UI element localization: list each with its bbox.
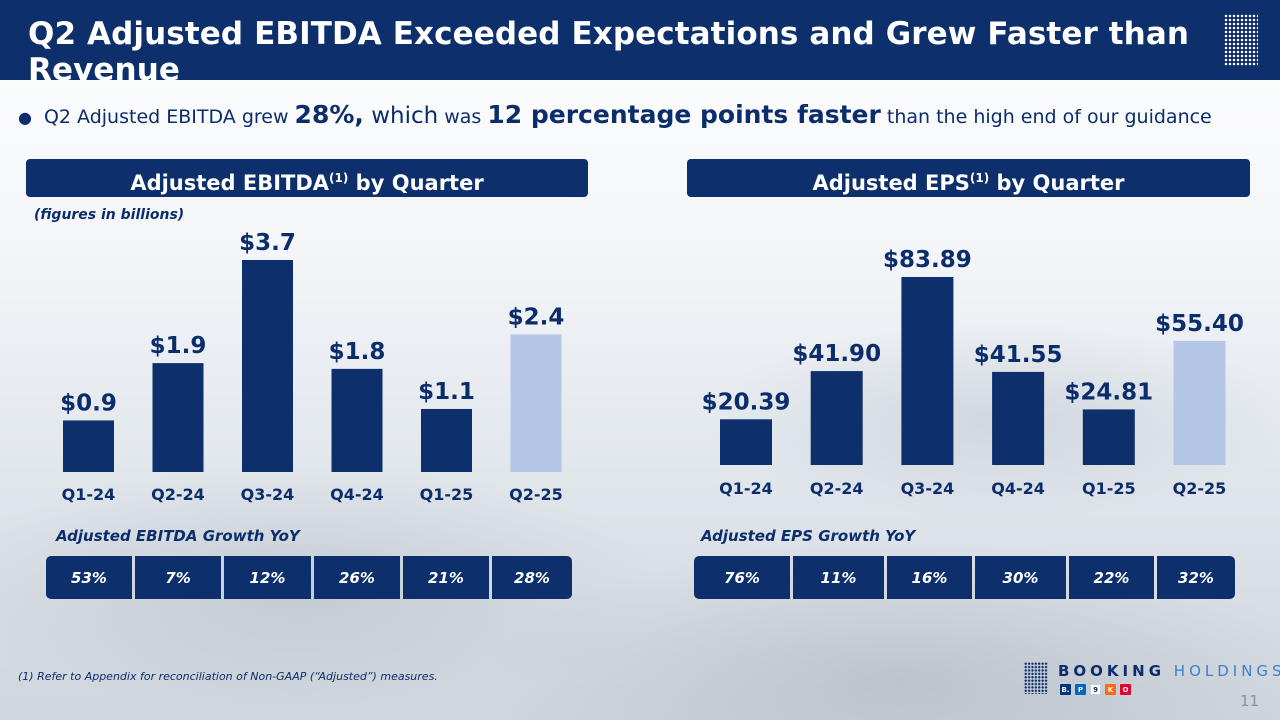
logo-word-holdings: HOLDINGS [1173, 662, 1280, 680]
eps-bar-label: $20.39 [702, 389, 791, 415]
ebitda-header-suffix: by Quarter [348, 171, 484, 195]
ebitda-header-text: Adjusted EBITDA [130, 171, 330, 195]
eps-header-footnote-ref: (1) [969, 171, 990, 185]
eps-x-tick-label: Q4-24 [991, 479, 1045, 498]
eps-x-tick-label: Q1-25 [1082, 479, 1136, 498]
ebitda-bar-chart: $0.9 Q1-24 $1.9 Q2-24 $3.7 Q3-24 $1.8 Q4-24 $1.1… [60, 230, 565, 504]
ebitda-growth-cell: 21% [403, 556, 489, 599]
key-point-highlight-growth: 28%, [294, 100, 364, 129]
eps-bar-label: $55.40 [1155, 311, 1244, 337]
ebitda-x-tick-label: Q1-24 [62, 485, 116, 504]
eps-x-tick-label: Q3-24 [901, 479, 955, 498]
booking-holdings-logo: BOOKING HOLDINGS B. P 9 K O [1024, 662, 1280, 696]
brand-icon: O [1120, 684, 1131, 695]
eps-x-tick-label: Q1-24 [719, 479, 773, 498]
title-bar: Q2 Adjusted EBITDA Exceeded Expectations… [0, 0, 1280, 88]
ebitda-growth-cell: 28% [492, 556, 572, 599]
ebitda-growth-cell: 53% [46, 556, 132, 599]
eps-bar-q2-24 [810, 371, 863, 465]
eps-bar-q1-25 [1082, 409, 1135, 465]
ebitda-header-footnote-ref: (1) [329, 171, 349, 185]
eps-bar-label: $41.55 [974, 342, 1063, 368]
ebitda-bar-label: $2.4 [508, 304, 565, 330]
page-title: Q2 Adjusted EBITDA Exceeded Expectations… [28, 16, 1190, 88]
ebitda-panel-header: Adjusted EBITDA(1) by Quarter [26, 159, 588, 197]
eps-x-tick-label: Q2-24 [810, 479, 864, 498]
brand-icon: P [1075, 684, 1086, 695]
ebitda-bar-label: $0.9 [60, 390, 117, 416]
eps-growth-cell: 22% [1069, 556, 1154, 599]
ebitda-x-tick-label: Q2-24 [151, 485, 205, 504]
ebitda-bar-q2-25 [510, 334, 562, 472]
logo-word-booking: BOOKING [1058, 662, 1166, 680]
figures-note: (figures in billions) [34, 207, 185, 223]
background-scenery [0, 160, 1280, 720]
ebitda-bar-label: $3.7 [239, 230, 296, 256]
key-point-text-4: than the high end of our guidance [880, 106, 1212, 128]
footnote: (1) Refer to Appendix for reconciliation… [18, 670, 438, 683]
eps-growth-cell: 76% [694, 556, 790, 599]
eps-growth-row: 76% 11% 16% 30% 22% 32% [694, 556, 1235, 599]
logo-wordmark: BOOKING HOLDINGS [1058, 662, 1280, 680]
eps-bar-q4-24 [992, 371, 1045, 465]
brand-icons: B. P 9 K O [1060, 684, 1131, 695]
key-point: ● Q2 Adjusted EBITDA grew 28%, which was … [18, 100, 1278, 129]
eps-header-text: Adjusted EPS [812, 171, 970, 195]
eps-bar-label: $41.90 [792, 341, 881, 367]
eps-bar-label: $24.81 [1064, 379, 1153, 405]
dot-grid-icon [1224, 14, 1258, 66]
ebitda-x-tick-label: Q2-25 [509, 485, 563, 504]
key-point-text-2: which [363, 103, 439, 129]
eps-bar-q3-24 [901, 277, 954, 465]
eps-bar-q2-25 [1173, 340, 1226, 465]
key-point-highlight-faster: 12 percentage points faster [487, 100, 881, 129]
ebitda-x-tick-label: Q4-24 [330, 485, 384, 504]
eps-growth-title: Adjusted EPS Growth YoY [701, 527, 916, 545]
ebitda-growth-cell: 7% [135, 556, 221, 599]
ebitda-bar-label: $1.1 [418, 379, 475, 405]
logo-dots-icon [1024, 662, 1048, 694]
ebitda-x-tick-label: Q1-25 [420, 485, 474, 504]
eps-x-tick-label: Q2-25 [1173, 479, 1227, 498]
ebitda-bar-q1-24 [63, 420, 114, 472]
brand-icon: K [1105, 684, 1116, 695]
eps-growth-cell: 11% [793, 556, 884, 599]
brand-icon: 9 [1090, 684, 1101, 695]
ebitda-growth-row: 53% 7% 12% 26% 21% 28% [46, 556, 572, 599]
ebitda-bar-q1-25 [421, 408, 472, 472]
key-point-text-1: Q2 Adjusted EBITDA grew [43, 106, 295, 128]
ebitda-bar-q2-24 [152, 363, 204, 472]
ebitda-growth-title: Adjusted EBITDA Growth YoY [56, 527, 300, 545]
ebitda-growth-cell: 26% [314, 556, 400, 599]
ebitda-bar-q3-24 [242, 260, 293, 472]
ebitda-bar-label: $1.8 [329, 339, 386, 365]
brand-icon: B. [1060, 684, 1071, 695]
eps-header-suffix: by Quarter [989, 171, 1125, 195]
page-number: 11 [1240, 692, 1260, 710]
eps-bar-chart: $20.39 Q1-24 $41.90 Q2-24 $83.89 Q3-24 $41.55 Q… [702, 247, 1244, 498]
eps-bar-label: $83.89 [883, 247, 972, 273]
eps-bar-q1-24 [720, 419, 772, 465]
ebitda-x-tick-label: Q3-24 [241, 485, 295, 504]
ebitda-growth-cell: 12% [224, 556, 311, 599]
eps-growth-cell: 16% [887, 556, 972, 599]
bullet-icon: ● [18, 108, 32, 127]
key-point-text-3: was [438, 106, 488, 128]
eps-panel-header: Adjusted EPS(1) by Quarter [687, 159, 1250, 197]
eps-growth-cell: 32% [1157, 556, 1235, 599]
ebitda-bar-q4-24 [331, 368, 383, 472]
ebitda-bar-label: $1.9 [150, 333, 207, 359]
eps-growth-cell: 30% [975, 556, 1066, 599]
